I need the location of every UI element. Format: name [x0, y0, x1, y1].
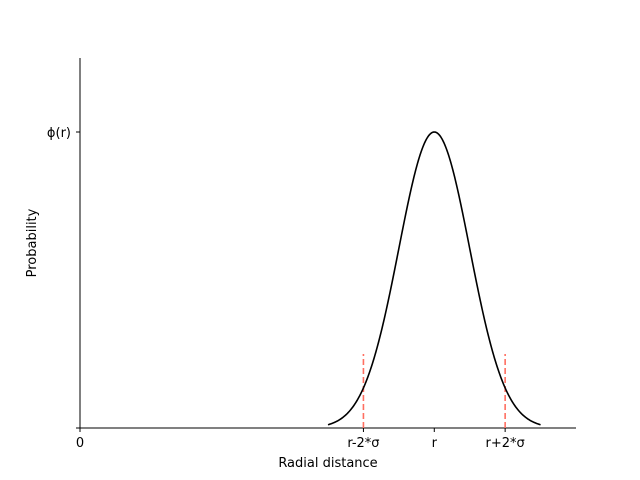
x-axis-label: Radial distance — [278, 456, 377, 471]
plot-area: 0 r-2*σ r r+2*σ ϕ(r) — [47, 58, 576, 451]
y-ticks: ϕ(r) — [47, 126, 80, 429]
x-tick-label: r+2*σ — [486, 436, 525, 451]
y-tick-label: ϕ(r) — [47, 126, 71, 141]
x-tick-label: r-2*σ — [347, 436, 379, 451]
sigma-markers — [362, 354, 506, 428]
x-ticks: 0 r-2*σ r r+2*σ — [76, 428, 525, 451]
probability-curve — [327, 131, 541, 426]
y-axis-label: Probability — [25, 208, 40, 277]
x-tick-label: 0 — [76, 436, 84, 451]
x-tick-label: r — [432, 436, 438, 451]
